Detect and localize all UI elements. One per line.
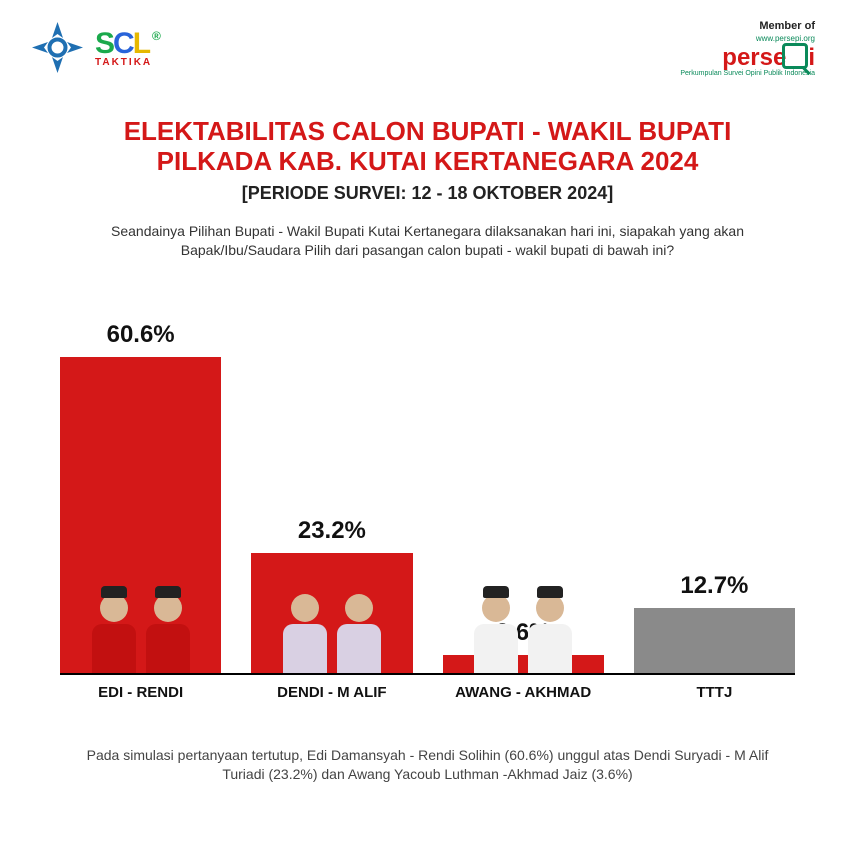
survey-period: [PERIODE SURVEI: 12 - 18 OKTOBER 2024]: [40, 183, 815, 204]
bar-label: EDI - RENDI: [98, 684, 183, 701]
persepi-text: perse: [722, 44, 786, 71]
bar-group: 3.6%AWANG - AKHMAD: [443, 301, 604, 701]
member-of-label: Member of: [680, 20, 815, 32]
bar-chart: 60.6% EDI - RENDI 23.2% DENDI - M ALIF 3.6%A…: [60, 301, 795, 701]
bar-group: 23.2% DENDI - M ALIF: [251, 301, 412, 701]
magnifier-icon: [782, 43, 808, 69]
candidate-figures: [60, 594, 221, 674]
main-title-line1: ELEKTABILITAS CALON BUPATI - WAKIL BUPAT…: [40, 117, 815, 147]
candidate-icon: [143, 594, 193, 674]
bar-group: 12.7% TTTJ: [634, 301, 795, 701]
bar-label: AWANG - AKHMAD: [455, 684, 591, 701]
title-block: ELEKTABILITAS CALON BUPATI - WAKIL BUPAT…: [0, 117, 855, 261]
header: SCL® TAKTIKA Member of www.persepi.org p…: [0, 0, 855, 77]
persepi-url: www.persepi.org: [680, 34, 815, 43]
scl-text: SCL®: [95, 27, 159, 61]
logos-right: Member of www.persepi.org persei Perkump…: [680, 20, 815, 77]
bar-group: 60.6% EDI - RENDI: [60, 301, 221, 701]
bar-label: DENDI - M ALIF: [277, 684, 386, 701]
candidate-figures: [251, 594, 412, 674]
bar-rect: [60, 357, 221, 674]
candidate-icon: [334, 594, 384, 674]
compass-logo-icon: [30, 20, 85, 75]
chart-baseline: [60, 673, 795, 675]
candidate-figures: [443, 594, 604, 674]
bar-percent: 60.6%: [107, 321, 175, 349]
scl-logo: SCL® TAKTIKA: [95, 27, 159, 68]
bar-label: TTTJ: [696, 684, 732, 701]
bar-rect: [251, 553, 412, 674]
candidate-icon: [471, 594, 521, 674]
candidate-icon: [280, 594, 330, 674]
candidate-icon: [525, 594, 575, 674]
scl-subtext: TAKTIKA: [95, 57, 152, 68]
survey-question: Seandainya Pilihan Bupati - Wakil Bupati…: [40, 222, 815, 261]
bar-rect: [634, 608, 795, 674]
candidate-icon: [89, 594, 139, 674]
bar-percent: 12.7%: [680, 572, 748, 600]
bar-percent: 23.2%: [298, 517, 366, 545]
main-title-line2: PILKADA KAB. KUTAI KERTANEGARA 2024: [40, 147, 815, 177]
bar-rect: [443, 655, 604, 674]
footer-note: Pada simulasi pertanyaan tertutup, Edi D…: [0, 746, 855, 784]
logos-left: SCL® TAKTIKA: [30, 20, 159, 75]
persepi-logo: persei: [680, 43, 815, 72]
